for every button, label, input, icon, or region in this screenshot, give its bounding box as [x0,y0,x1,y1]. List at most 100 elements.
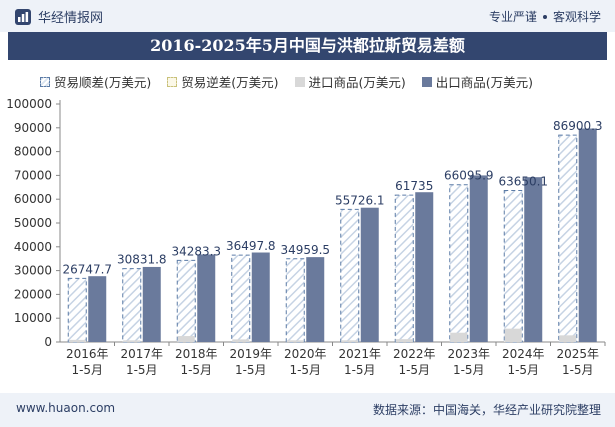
x-tick-label-5: 2021年 1-5月 [338,347,381,377]
slogan-left: 专业严谨 [488,10,537,24]
bar-import-3 [232,339,250,342]
legend-label-surplus: 贸易顺差(万美元) [54,75,152,90]
data-label-6: 61735 [395,179,433,193]
x-tick-label-1: 2017年 1-5月 [120,347,163,377]
x-tick-label-line-7-1: 1-5月 [453,363,485,377]
bar-export-2 [197,254,216,342]
legend-label-export: 出口商品(万美元) [435,75,534,90]
legend-item-surplus: 贸易顺差(万美元) [40,72,151,91]
legend-swatch-export [421,76,432,87]
x-tick-label-line-9-1: 1-5月 [562,363,594,377]
x-tick-label-3: 2019年 1-5月 [229,347,272,377]
legend-label-import: 进口商品(万美元) [308,75,406,90]
y-tick-label-2: 20000 [14,287,52,301]
bar-import-6 [395,339,413,342]
legend-swatch-deficit [167,76,178,87]
footer: www.huaon.com 数据来源：中国海关，华经产业研究院整理 [0,393,615,427]
bar-export-8 [524,177,543,342]
y-tick-label-4: 40000 [14,240,52,254]
bar-export-4 [306,257,325,342]
bar-import-9 [559,335,577,342]
x-tick-label-6: 2022年 1-5月 [393,347,436,377]
bar-surplus-2 [176,259,196,343]
x-tick-label-line-2-1: 1-5月 [180,363,212,377]
bar-export-1 [142,266,161,342]
data-label-3: 36497.8 [226,239,276,253]
bar-surplus-1 [122,268,142,343]
y-tick-label-1: 10000 [14,311,52,325]
x-tick-label-line-0-0: 2016年 [66,347,109,361]
legend-item-deficit: 贸易逆差(万美元) [167,72,279,91]
x-tick-label-0: 2016年 1-5月 [66,347,109,377]
bar-import-0 [68,339,86,342]
x-tick-label-line-7-0: 2023年 [447,347,490,361]
bar-surplus-4 [285,258,305,343]
data-label-1: 30831.8 [117,253,167,267]
data-label-2: 34283.3 [171,244,221,258]
website-link[interactable]: www.huaon.com [16,401,116,415]
x-tick-label-line-4-1: 1-5月 [289,363,321,377]
bar-export-3 [251,252,270,342]
bar-surplus-7 [449,184,469,343]
y-tick-label-9: 90000 [14,121,52,135]
brand-logo-icon [15,8,31,25]
brand-name: 华经情报网 [38,11,104,26]
chart-title: 2016-2025年5月中国与洪都拉斯贸易差额 [8,32,607,60]
bar-export-0 [88,276,107,342]
x-tick-label-line-8-1: 1-5月 [507,363,539,377]
data-label-7: 66095.9 [444,169,494,183]
data-label-9: 86900.3 [553,119,603,133]
legend-item-import: 进口商品(万美元) [294,72,406,91]
bar-import-5 [341,340,359,342]
y-tick-label-10: 100000 [6,97,52,111]
x-tick-label-line-4-0: 2020年 [284,347,327,361]
bar-surplus-6 [394,194,414,343]
y-tick-label-8: 80000 [14,145,52,159]
slogan: 专业严谨 客观科学 [489,8,601,25]
bar-import-2 [177,336,195,342]
bar-surplus-0 [67,277,87,343]
x-tick-label-line-5-0: 2021年 [338,347,381,361]
data-label-5: 55726.1 [335,193,385,207]
legend-label-deficit: 贸易逆差(万美元) [181,75,279,90]
data-label-8: 63650.1 [498,175,548,189]
top-bar: 华经情报网 专业严谨 客观科学 [0,0,615,32]
bar-export-9 [578,128,597,342]
legend-item-export: 出口商品(万美元) [421,72,534,91]
y-tick-label-7: 70000 [14,168,52,182]
bar-import-8 [504,328,522,342]
x-tick-label-line-6-1: 1-5月 [398,363,430,377]
y-tick-label-3: 30000 [14,264,52,278]
x-tick-label-line-2-0: 2018年 [175,347,218,361]
data-label-4: 34959.5 [280,243,330,257]
x-tick-label-line-9-0: 2025年 [556,347,599,361]
x-tick-label-line-1-0: 2017年 [120,347,163,361]
x-tick-label-line-8-0: 2024年 [502,347,545,361]
bar-export-6 [415,192,434,342]
x-tick-label-line-1-1: 1-5月 [126,363,158,377]
bar-surplus-5 [340,208,360,343]
x-tick-label-4: 2020年 1-5月 [284,347,327,377]
data-source: 数据来源：中国海关，华经产业研究院整理 [372,403,601,417]
y-tick-label-0: 0 [44,335,52,349]
bar-surplus-3 [231,254,251,343]
slogan-right: 客观科学 [552,10,601,24]
x-tick-label-line-5-1: 1-5月 [344,363,376,377]
x-tick-label-line-0-1: 1-5月 [71,363,103,377]
x-tick-label-line-6-0: 2022年 [393,347,436,361]
legend-swatch-import [294,76,305,87]
bar-surplus-9 [558,134,578,343]
brand[interactable]: 华经情报网 [14,7,103,26]
chart-legend: 贸易顺差(万美元) 贸易逆差(万美元) 进口商品(万美元) 出口商品(万美元) [40,72,533,91]
x-tick-label-2: 2018年 1-5月 [175,347,218,377]
bar-chart: 0 10000 20000 30000 40000 50000 60000 70000 8000… [6,97,606,377]
y-tick-label-5: 50000 [14,216,52,230]
bar-import-4 [286,340,304,342]
bar-surplus-8 [503,190,523,343]
x-tick-label-line-3-1: 1-5月 [235,363,267,377]
x-tick-label-line-3-0: 2019年 [229,347,272,361]
y-tick-label-6: 60000 [14,192,52,206]
bar-export-5 [360,207,379,342]
bar-import-7 [450,332,468,342]
data-label-0: 26747.7 [62,262,112,276]
